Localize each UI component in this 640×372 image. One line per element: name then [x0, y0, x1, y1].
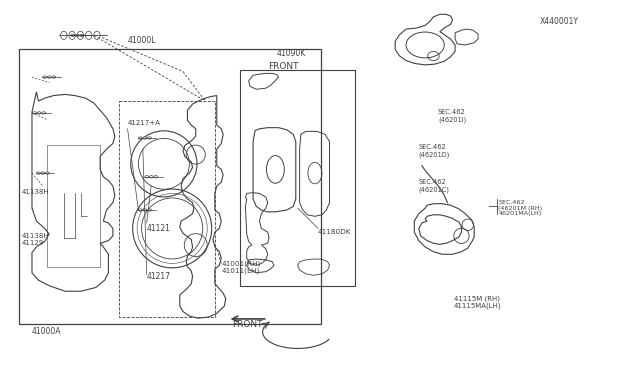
Ellipse shape: [80, 34, 84, 36]
Ellipse shape: [37, 112, 41, 114]
Text: 41115M (RH)
41115MA(LH): 41115M (RH) 41115MA(LH): [454, 295, 502, 309]
Bar: [119, 101, 215, 317]
Text: 41138H
41129: 41138H 41129: [22, 233, 49, 246]
Ellipse shape: [143, 137, 147, 139]
Text: SEC.462
(46201M (RH)
46201MA(LH): SEC.462 (46201M (RH) 46201MA(LH): [499, 200, 543, 217]
Text: FRONT: FRONT: [268, 61, 298, 71]
Text: 41001(RH)
41011(LH): 41001(RH) 41011(LH): [221, 260, 260, 274]
Text: SEC.462
(46201D): SEC.462 (46201D): [419, 144, 450, 158]
Ellipse shape: [148, 137, 152, 139]
Ellipse shape: [45, 172, 49, 174]
Bar: [241, 70, 355, 286]
Ellipse shape: [52, 76, 56, 78]
Bar: [19, 49, 321, 324]
Ellipse shape: [138, 137, 142, 139]
Text: 41217: 41217: [147, 272, 171, 281]
Ellipse shape: [47, 76, 51, 78]
Text: 41121: 41121: [147, 224, 170, 233]
Text: 41090K: 41090K: [276, 49, 306, 58]
Ellipse shape: [154, 176, 158, 178]
Ellipse shape: [43, 76, 47, 78]
Ellipse shape: [76, 34, 79, 36]
Ellipse shape: [138, 209, 142, 211]
Text: 41180DK: 41180DK: [318, 229, 351, 235]
Ellipse shape: [41, 172, 45, 174]
Ellipse shape: [71, 34, 75, 36]
Ellipse shape: [42, 112, 45, 114]
Text: SEC.462
(46201I): SEC.462 (46201I): [438, 109, 466, 123]
Ellipse shape: [148, 209, 152, 211]
Ellipse shape: [143, 209, 147, 211]
Ellipse shape: [149, 176, 153, 178]
Text: 41217+A: 41217+A: [127, 120, 161, 126]
Ellipse shape: [36, 172, 40, 174]
Text: 41138H: 41138H: [22, 189, 49, 195]
Text: 41000L: 41000L: [127, 36, 156, 45]
Text: 41000A: 41000A: [32, 327, 61, 336]
Text: FRONT: FRONT: [232, 320, 262, 329]
Text: SEC.462
(46201C): SEC.462 (46201C): [419, 179, 450, 193]
Text: X440001Y: X440001Y: [540, 17, 579, 26]
Ellipse shape: [145, 176, 148, 178]
Ellipse shape: [33, 112, 36, 114]
